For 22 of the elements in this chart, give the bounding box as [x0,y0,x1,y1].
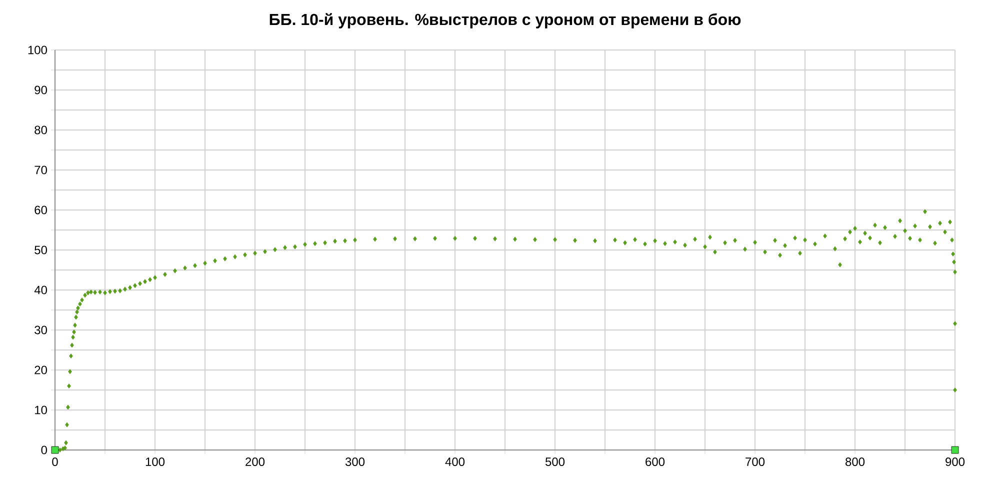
y-tick-label: 60 [34,206,47,214]
y-tick-label: 50 [34,246,47,254]
y-tick-label: 100 [28,46,47,54]
y-tick-label: 80 [34,126,47,134]
x-tick-label: 200 [246,458,265,466]
y-tick-label: 90 [34,86,47,94]
y-tick-label: 20 [34,366,47,374]
x-tick-label: 800 [846,458,865,466]
x-tick-label: 700 [746,458,765,466]
y-tick-label: 40 [34,286,47,294]
y-tick-label: 30 [34,326,47,334]
x-tick-label: 600 [646,458,665,466]
x-tick-label: 500 [545,458,565,466]
x-tick-label: 400 [445,458,465,466]
x-tick-label: 900 [946,458,965,466]
x-tick-label: 0 [52,458,58,466]
y-tick-label: 10 [35,406,47,414]
chart-title: ББ. 10-й уровень. %выстрелов с уроном от времени в бою [270,13,741,28]
x-tick-label: 100 [146,458,165,466]
x-tick-label: 300 [345,458,365,466]
y-tick-label: 0 [41,446,48,454]
y-tick-label: 70 [34,166,47,174]
